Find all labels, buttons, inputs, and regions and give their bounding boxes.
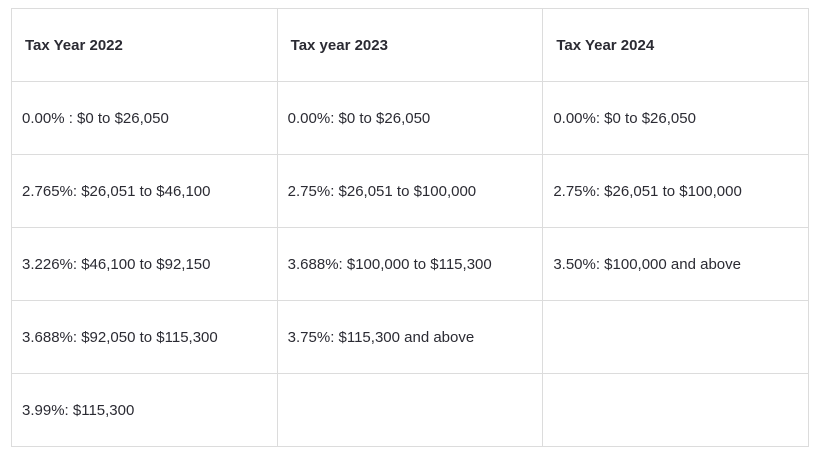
table-cell: 3.75%: $115,300 and above	[276, 300, 544, 374]
table-cell: 3.50%: $100,000 and above	[542, 227, 809, 301]
header-cell: Tax Year 2022	[11, 8, 278, 82]
table-cell: 0.00% : $0 to $26,050	[11, 81, 278, 155]
table-row: 3.99%: $115,300	[11, 373, 809, 447]
table-cell: 2.75%: $26,051 to $100,000	[276, 154, 544, 228]
header-cell: Tax year 2023	[276, 8, 544, 82]
table-cell: 0.00%: $0 to $26,050	[276, 81, 544, 155]
header-row: Tax Year 2022 Tax year 2023 Tax Year 2024	[11, 8, 809, 82]
table-row: 2.765%: $26,051 to $46,100 2.75%: $26,051…	[11, 154, 809, 228]
table-cell: 3.99%: $115,300	[11, 373, 278, 447]
table-cell: 0.00%: $0 to $26,050	[542, 81, 809, 155]
empty-cell	[542, 300, 809, 374]
empty-cell	[276, 373, 544, 447]
table-cell: 3.688%: $100,000 to $115,300	[276, 227, 544, 301]
table-row: 0.00% : $0 to $26,050 0.00%: $0 to $26,05…	[11, 81, 809, 155]
table-cell: 2.765%: $26,051 to $46,100	[11, 154, 278, 228]
header-cell: Tax Year 2024	[542, 8, 809, 82]
table-cell: 3.226%: $46,100 to $92,150	[11, 227, 278, 301]
table-row: 3.688%: $92,050 to $115,300 3.75%: $115,3…	[11, 300, 809, 374]
table-row: 3.226%: $46,100 to $92,150 3.688%: $100,0…	[11, 227, 809, 301]
table-body: 0.00% : $0 to $26,050 0.00%: $0 to $26,05…	[11, 81, 809, 447]
tax-table: Tax Year 2022 Tax year 2023 Tax Year 2024 …	[11, 8, 809, 447]
table-cell: 3.688%: $92,050 to $115,300	[11, 300, 278, 374]
empty-cell	[542, 373, 809, 447]
table-cell: 2.75%: $26,051 to $100,000	[542, 154, 809, 228]
